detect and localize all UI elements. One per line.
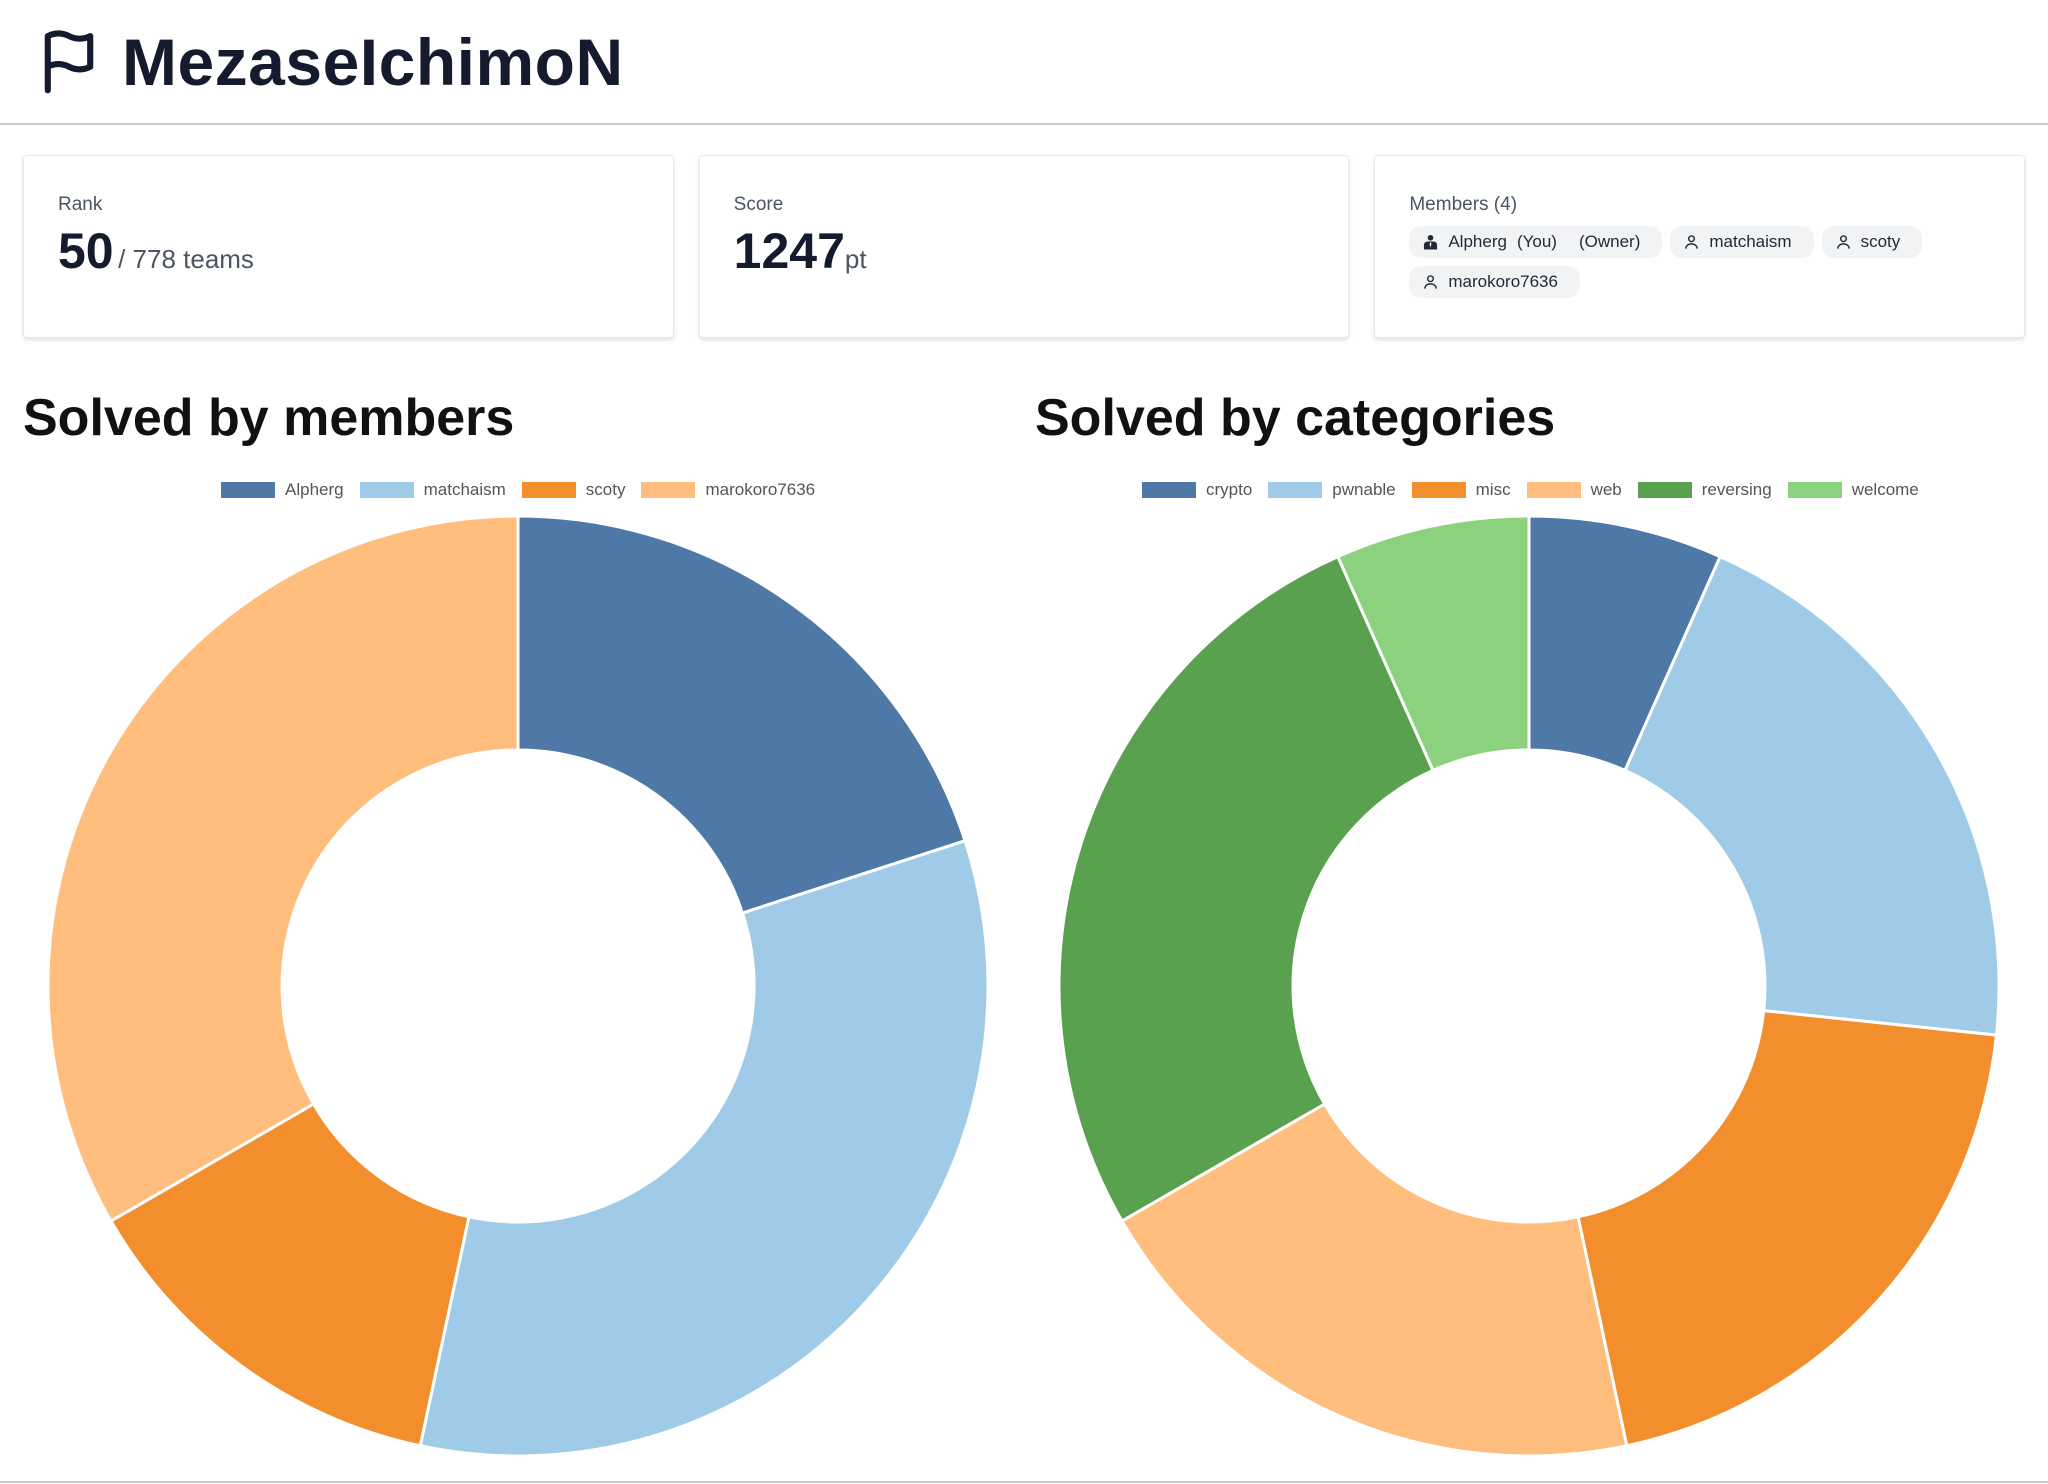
legend-swatch <box>1637 482 1692 498</box>
member-name: Alpherg <box>1448 232 1507 251</box>
legend-swatch <box>359 482 414 498</box>
legend-swatch <box>1787 482 1842 498</box>
legend-label: reversing <box>1701 480 1772 499</box>
rank-total: / 778 teams <box>118 244 254 274</box>
rank-value: 50 <box>58 223 114 279</box>
donut-slice-misc[interactable] <box>1576 1009 1999 1448</box>
donut-slice-Alpherg[interactable] <box>516 514 967 915</box>
members-chart-title: Solved by members <box>23 389 515 447</box>
member-name: scoty <box>1860 232 1901 251</box>
categories-chart-legend: crypto pwnable misc web reversing welcome <box>1142 480 1919 500</box>
member-name: matchaism <box>1709 232 1792 251</box>
categories-donut-chart <box>1057 514 2001 1458</box>
legend-label: marokoro7636 <box>705 480 816 499</box>
divider <box>0 1481 2048 1483</box>
legend-item[interactable]: welcome <box>1787 480 1919 500</box>
member-you-badge: (You) <box>1516 232 1557 251</box>
members-chart-legend: Alpherg matchaism scoty marokoro7636 <box>221 480 815 500</box>
legend-swatch <box>1268 482 1323 498</box>
legend-swatch <box>1411 482 1466 498</box>
legend-item[interactable]: scoty <box>521 480 626 500</box>
score-unit: pt <box>844 244 867 274</box>
member-name: marokoro7636 <box>1448 272 1558 291</box>
member-chip-scoty[interactable]: scoty <box>1821 226 1923 258</box>
legend-swatch <box>641 482 696 498</box>
categories-chart-title: Solved by categories <box>1035 389 1556 447</box>
legend-label: Alpherg <box>285 480 344 499</box>
legend-item[interactable]: web <box>1526 480 1622 500</box>
user-icon <box>1685 235 1699 249</box>
legend-item[interactable]: pwnable <box>1268 480 1396 500</box>
members-donut-chart <box>46 514 990 1458</box>
legend-label: web <box>1590 480 1622 499</box>
legend-label: matchaism <box>423 480 506 499</box>
legend-label: scoty <box>585 480 626 499</box>
donut-slice-web[interactable] <box>1119 1101 1629 1458</box>
legend-label: pwnable <box>1332 480 1396 499</box>
member-chip-alpherg[interactable]: Alpherg (You) (Owner) <box>1409 226 1663 258</box>
legend-item[interactable]: crypto <box>1142 480 1252 500</box>
members-label: Members (4) <box>1409 194 1518 215</box>
legend-label: misc <box>1475 480 1511 499</box>
score-label: Score <box>733 194 784 215</box>
legend-swatch <box>1142 482 1196 498</box>
donut-slice-marokoro7636[interactable] <box>46 514 520 1224</box>
flag-icon <box>44 29 94 93</box>
donut-slice-pwnable[interactable] <box>1623 554 2001 1037</box>
legend-swatch <box>1526 482 1581 498</box>
legend-swatch <box>221 482 275 498</box>
user-tie-icon <box>1424 234 1438 250</box>
legend-item[interactable]: matchaism <box>359 480 506 500</box>
score-card: Score 1247pt <box>698 155 1350 338</box>
legend-label: welcome <box>1851 480 1919 499</box>
member-owner-badge: (Owner) <box>1578 232 1641 251</box>
member-chip-marokoro7636[interactable]: marokoro7636 <box>1409 266 1580 298</box>
user-icon <box>1424 275 1438 289</box>
rank-card: Rank 50 / 778 teams <box>23 155 674 338</box>
members-card: Members (4) Alpherg (You) (Owner) matcha… <box>1374 155 2026 338</box>
team-name: MezaseIchimoN <box>122 24 624 99</box>
donut-slice-welcome[interactable] <box>1335 514 1531 773</box>
member-chip-matchaism[interactable]: matchaism <box>1670 226 1814 258</box>
team-header: MezaseIchimoN <box>0 0 2048 125</box>
legend-item[interactable]: reversing <box>1637 480 1772 500</box>
donut-slice-scoty[interactable] <box>108 1101 471 1448</box>
legend-swatch <box>521 482 576 498</box>
legend-label: crypto <box>1206 480 1253 499</box>
score-value: 1247 <box>733 223 845 279</box>
donut-slice-reversing[interactable] <box>1057 554 1435 1224</box>
rank-label: Rank <box>58 194 103 215</box>
donut-slice-matchaism[interactable] <box>418 838 990 1458</box>
legend-item[interactable]: misc <box>1411 480 1511 500</box>
legend-item[interactable]: Alpherg <box>221 480 344 500</box>
legend-item[interactable]: marokoro7636 <box>641 480 815 500</box>
user-icon <box>1836 235 1850 249</box>
